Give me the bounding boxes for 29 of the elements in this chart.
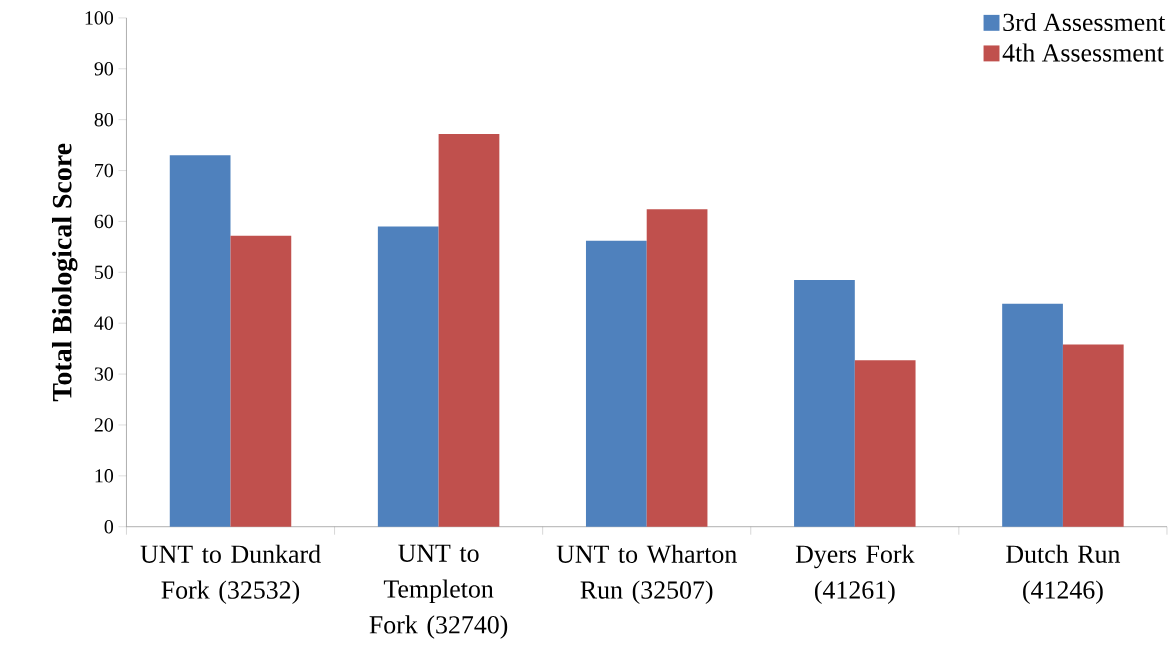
y-tick-label: 20 [94, 418, 114, 432]
x-tick-label: Dyers Fork (41261) [795, 544, 915, 604]
x-tick-label: UNT to Dunkard Fork (32532) [140, 544, 321, 604]
y-tick-label: 50 [95, 265, 114, 279]
x-tick-label: UNT to Wharton Run (32507) [556, 544, 737, 604]
x-tick-label: Dutch Run (41246) [1006, 544, 1121, 604]
bar [230, 235, 292, 527]
bar [438, 133, 500, 527]
y-tick-label: 10 [95, 469, 114, 483]
y-tick-label: 70 [95, 163, 114, 178]
bar [377, 226, 439, 527]
y-tick-label: 30 [94, 367, 114, 381]
y-tick-label: 90 [94, 61, 114, 76]
x-tick-label: UNT to Templeton Fork (32740) [369, 544, 508, 639]
y-tick-label: 40 [94, 316, 114, 330]
y-tick-label: 60 [94, 214, 114, 229]
bar [794, 279, 855, 527]
bar [585, 240, 647, 527]
y-axis-title: Total Biological Score [51, 143, 78, 402]
bar [1002, 303, 1063, 527]
legend-label: 4th Assessment [1002, 43, 1164, 62]
y-tick-label: 100 [85, 11, 114, 25]
legend-label: 3rd Assessment [1003, 12, 1166, 31]
bar [854, 360, 916, 527]
y-tick-label: 80 [94, 112, 114, 127]
bar [1062, 344, 1124, 527]
bar [169, 155, 231, 527]
y-tick-label: 0 [104, 519, 114, 534]
bar [646, 209, 708, 527]
